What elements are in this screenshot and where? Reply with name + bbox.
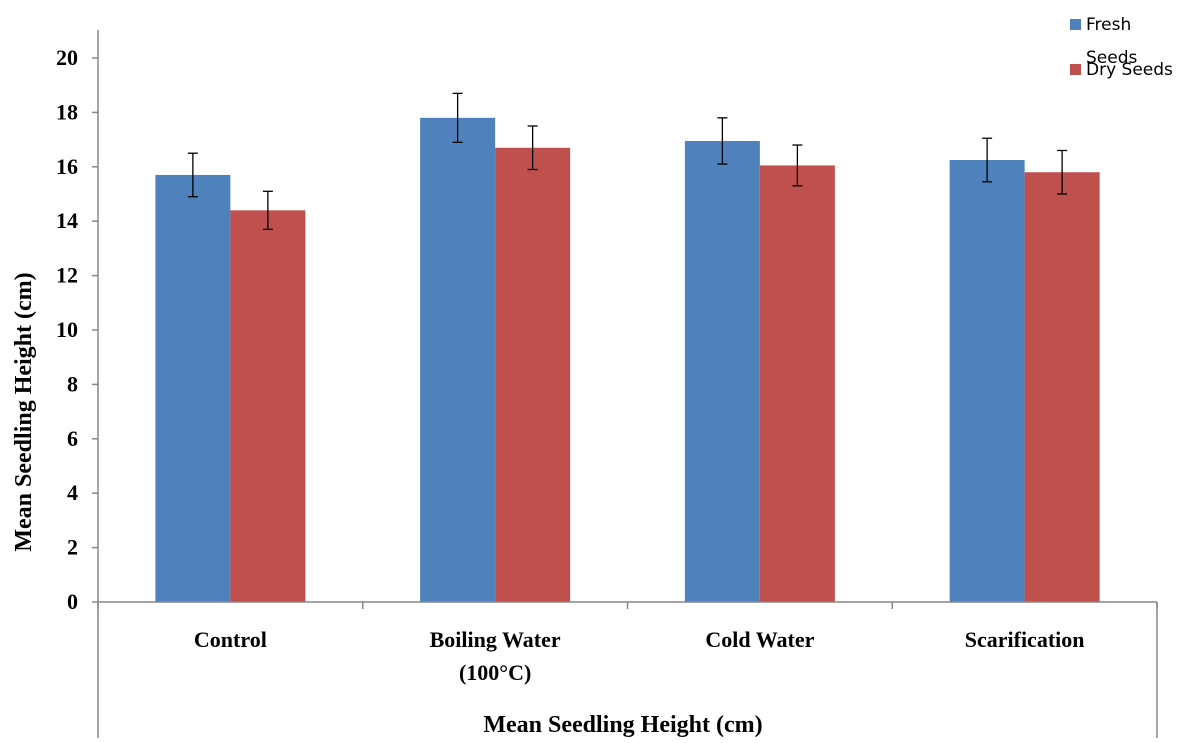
- y-tick-label: 16: [56, 154, 78, 179]
- error-bar: [792, 144, 803, 187]
- legend-label: Fresh: [1086, 15, 1131, 35]
- x-category-label: Boiling Water (100°C): [430, 627, 561, 685]
- bar-fresh-seeds: [155, 174, 231, 602]
- bar-fresh-seeds: [684, 140, 760, 602]
- y-tick-label: 14: [56, 208, 78, 233]
- y-tick-label: 10: [56, 317, 78, 342]
- legend-label: Seeds: [1086, 48, 1138, 68]
- bar-dry-seeds: [759, 165, 835, 602]
- x-axis-title: Mean Seedling Height (cm): [483, 712, 762, 738]
- error-bar: [1057, 149, 1068, 195]
- y-ticks-layer: 0 2 4 6 8 10 12 14 16 18 20: [56, 45, 98, 614]
- y-tick-label: 18: [56, 99, 78, 124]
- bar-dry-seeds: [1024, 172, 1100, 603]
- x-category-label: Control: [194, 627, 267, 652]
- error-bar: [262, 190, 273, 231]
- y-tick-label: 0: [67, 589, 78, 614]
- bars-layer: [155, 117, 1100, 603]
- y-tick-label: 4: [67, 480, 78, 505]
- y-tick-label: 20: [56, 45, 78, 70]
- error-bars-layer: [187, 92, 1068, 231]
- x-category-label: Scarification: [965, 627, 1085, 652]
- error-bar: [527, 125, 538, 171]
- bar-dry-seeds: [495, 147, 571, 602]
- x-category-label: Cold Water: [705, 627, 814, 652]
- error-bar: [452, 92, 463, 143]
- bar-fresh-seeds: [949, 160, 1025, 602]
- x-ticks-layer: [97, 602, 1158, 609]
- y-axis-title: Mean Seedling Height (cm): [11, 272, 37, 551]
- y-tick-label: 8: [67, 371, 78, 396]
- bar-fresh-seeds: [420, 117, 496, 602]
- bar-dry-seeds: [230, 210, 306, 602]
- error-bar: [717, 117, 728, 165]
- legend-swatch: [1070, 19, 1081, 30]
- error-bar: [187, 152, 198, 198]
- y-tick-label: 12: [56, 263, 78, 288]
- y-tick-label: 6: [67, 426, 78, 451]
- y-tick-label: 2: [67, 535, 78, 560]
- category-labels-layer: Control Boiling Water (100°C) Cold Water Sca…: [194, 627, 1085, 685]
- error-bar: [982, 137, 993, 183]
- legend-swatch: [1070, 64, 1081, 75]
- legend-label: Dry Seeds: [1086, 60, 1173, 80]
